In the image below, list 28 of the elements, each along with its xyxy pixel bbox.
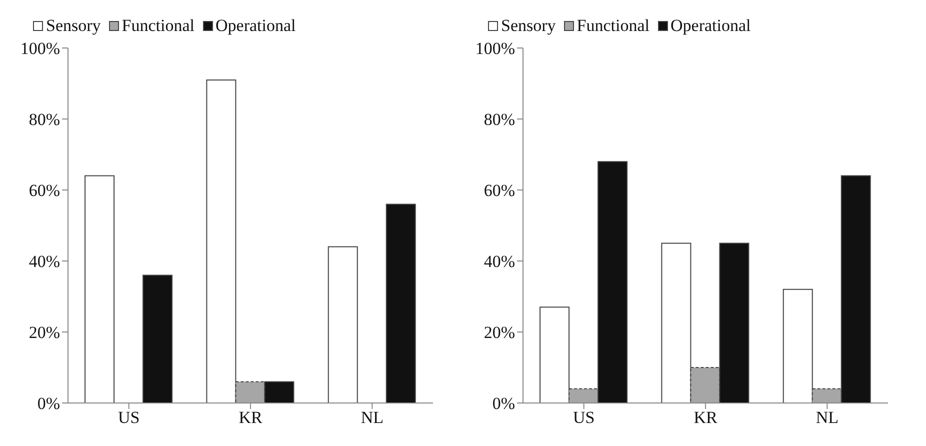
y-tick-label: 0% bbox=[492, 394, 515, 414]
x-tick-label: NL bbox=[360, 408, 384, 428]
bar bbox=[142, 274, 173, 403]
bar bbox=[84, 175, 115, 403]
x-tick-label: KR bbox=[694, 408, 718, 428]
legend-label: Sensory bbox=[501, 16, 556, 36]
y-tick-label: 20% bbox=[28, 323, 60, 342]
y-tick-label: 60% bbox=[28, 181, 60, 200]
y-tick-label: 40% bbox=[28, 252, 60, 272]
y-tick-label: 0% bbox=[37, 394, 60, 414]
y-tick-label: 100% bbox=[475, 39, 515, 58]
y-tick-label: 100% bbox=[20, 39, 60, 58]
x-tick-label: US bbox=[572, 408, 595, 428]
y-tick-label: 80% bbox=[484, 110, 515, 130]
y-tick-label: 20% bbox=[484, 323, 515, 342]
y-tick-label: 40% bbox=[484, 252, 515, 272]
bar bbox=[386, 204, 416, 403]
legend-label: Operational bbox=[216, 16, 296, 36]
legend-label: Functional bbox=[576, 16, 650, 36]
bar bbox=[328, 246, 358, 403]
x-tick-label: US bbox=[118, 408, 140, 428]
x-tick-label: KR bbox=[238, 408, 263, 428]
legend-label: Functional bbox=[122, 16, 194, 36]
x-tick-label: NL bbox=[816, 408, 839, 428]
y-tick-label: 80% bbox=[28, 110, 60, 130]
y-tick-label: 60% bbox=[484, 181, 515, 200]
legend-label: Operational bbox=[670, 16, 751, 36]
legend-label: Sensory bbox=[46, 16, 101, 36]
